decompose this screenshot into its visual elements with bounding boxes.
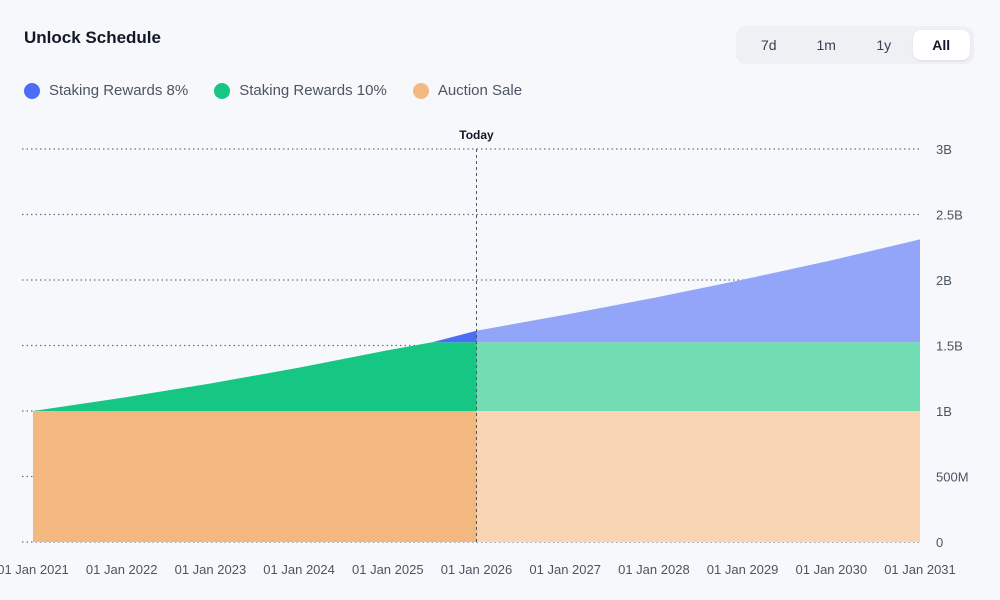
legend-item-staking-8[interactable]: Staking Rewards 8% [24,82,188,99]
y-tick-label: 1.5B [936,339,963,354]
y-tick-label: 3B [936,142,952,157]
x-tick-label: 01 Jan 2022 [86,562,158,577]
time-range-selector: 7d 1m 1y All [736,26,974,64]
legend-dot-icon [412,82,429,99]
area-staking-rewards-10--past [33,342,477,411]
y-tick-label: 500M [936,470,969,485]
range-7d-button[interactable]: 7d [760,37,777,53]
legend-label: Staking Rewards 8% [49,82,189,99]
x-tick-label: 01 Jan 2027 [529,562,601,577]
today-label: Today [459,128,494,142]
range-1y-button[interactable]: 1y [876,37,892,53]
legend-item-auction-sale[interactable]: Auction Sale [412,82,523,99]
x-tick-label: 01 Jan 2024 [263,562,335,577]
chart-title: Unlock Schedule [24,28,161,47]
legend-item-staking-10[interactable]: Staking Rewards 10% [214,82,387,99]
x-tick-label: 01 Jan 2031 [884,562,956,577]
x-tick-label: 01 Jan 2029 [707,562,779,577]
legend-dot-icon [214,82,231,99]
area-auction-sale-past [33,411,477,542]
y-tick-label: 0 [936,535,943,550]
x-tick-label: 01 Jan 2021 [0,562,69,577]
range-all-button[interactable]: All [912,30,970,60]
area-staking-rewards-10--future [476,342,920,411]
x-tick-label: 01 Jan 2023 [175,562,247,577]
x-tick-label: 01 Jan 2025 [352,562,424,577]
y-tick-label: 2.5B [936,208,963,223]
x-tick-label: 01 Jan 2028 [618,562,690,577]
x-tick-label: 01 Jan 2030 [796,562,868,577]
area-staking-rewards-8--future [476,239,920,343]
legend-label: Staking Rewards 10% [239,82,387,99]
y-tick-label: 2B [936,273,952,288]
chart-legend: Staking Rewards 8% Staking Rewards 10% A… [24,82,522,99]
range-1m-button[interactable]: 1m [816,37,836,53]
legend-dot-icon [24,82,40,99]
area-auction-sale-future [476,411,920,542]
y-tick-label: 1B [936,404,952,419]
legend-label: Auction Sale [437,82,523,99]
x-tick-label: 01 Jan 2026 [441,562,513,577]
